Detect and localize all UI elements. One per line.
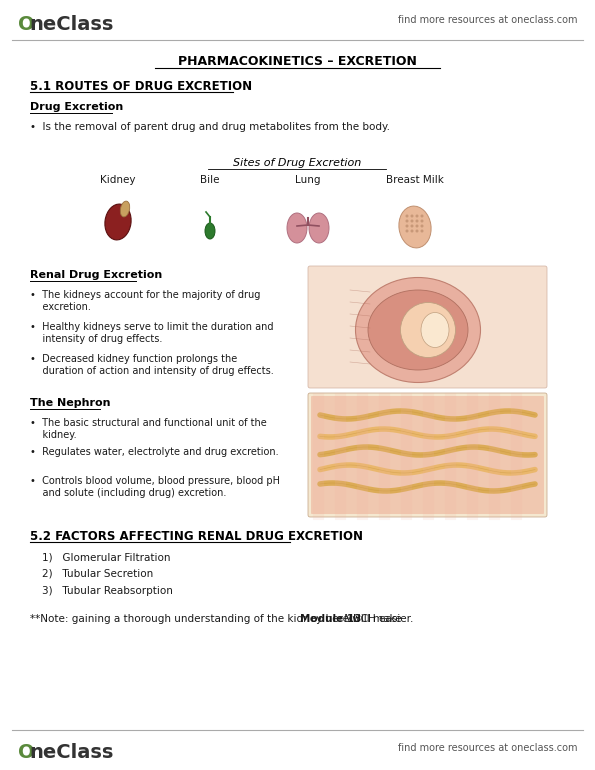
Text: •  Healthy kidneys serve to limit the duration and
    intensity of drug effects: • Healthy kidneys serve to limit the dur… <box>30 322 274 343</box>
Circle shape <box>406 219 409 223</box>
Text: •  Is the removal of parent drug and drug metabolites from the body.: • Is the removal of parent drug and drug… <box>30 122 390 132</box>
Circle shape <box>411 215 414 217</box>
Text: find more resources at oneclass.com: find more resources at oneclass.com <box>397 743 577 753</box>
Text: Breast Milk: Breast Milk <box>386 175 444 185</box>
Text: 5.1 ROUTES OF DRUG EXCRETION: 5.1 ROUTES OF DRUG EXCRETION <box>30 80 252 93</box>
Ellipse shape <box>287 213 307 243</box>
Circle shape <box>421 225 424 227</box>
Text: Sites of Drug Excretion: Sites of Drug Excretion <box>233 158 361 168</box>
Text: Renal Drug Excretion: Renal Drug Excretion <box>30 270 162 280</box>
Circle shape <box>406 229 409 233</box>
Text: 1)   Glomerular Filtration: 1) Glomerular Filtration <box>42 552 171 562</box>
Ellipse shape <box>399 206 431 248</box>
Text: neClass: neClass <box>29 743 114 762</box>
Circle shape <box>411 219 414 223</box>
Ellipse shape <box>120 201 130 217</box>
Ellipse shape <box>355 277 481 383</box>
Circle shape <box>421 229 424 233</box>
Text: •  Decreased kidney function prolongs the
    duration of action and intensity o: • Decreased kidney function prolongs the… <box>30 354 274 376</box>
Ellipse shape <box>421 313 449 347</box>
Circle shape <box>411 229 414 233</box>
Text: Drug Excretion: Drug Excretion <box>30 102 123 112</box>
Circle shape <box>421 215 424 217</box>
Ellipse shape <box>309 213 329 243</box>
Text: 5.2 FACTORS AFFECTING RENAL DRUG EXCRETION: 5.2 FACTORS AFFECTING RENAL DRUG EXCRETI… <box>30 530 363 543</box>
Circle shape <box>415 229 418 233</box>
Ellipse shape <box>205 223 215 239</box>
Text: find more resources at oneclass.com: find more resources at oneclass.com <box>397 15 577 25</box>
Ellipse shape <box>105 204 131 240</box>
Circle shape <box>406 225 409 227</box>
Text: •  The kidneys account for the majority of drug
    excretion.: • The kidneys account for the majority o… <box>30 290 261 312</box>
Text: Lung: Lung <box>295 175 321 185</box>
Text: **Note: gaining a thorough understanding of the kidney here will make: **Note: gaining a thorough understanding… <box>30 614 405 624</box>
Text: O: O <box>18 743 35 762</box>
Text: neClass: neClass <box>29 15 114 34</box>
Circle shape <box>421 219 424 223</box>
Circle shape <box>415 219 418 223</box>
Text: •  The basic structural and functional unit of the
    kidney.: • The basic structural and functional un… <box>30 418 267 440</box>
Text: 3)   Tubular Reabsorption: 3) Tubular Reabsorption <box>42 586 173 596</box>
Circle shape <box>415 225 418 227</box>
Text: MUCH easier.: MUCH easier. <box>341 614 414 624</box>
Circle shape <box>406 215 409 217</box>
Text: •  Regulates water, electrolyte and drug excretion.: • Regulates water, electrolyte and drug … <box>30 447 278 457</box>
Text: PHARMACOKINETICS – EXCRETION: PHARMACOKINETICS – EXCRETION <box>177 55 416 68</box>
Text: Module 13: Module 13 <box>299 614 361 624</box>
Text: O: O <box>18 15 35 34</box>
Text: 2)   Tubular Secretion: 2) Tubular Secretion <box>42 569 154 579</box>
Text: •  Controls blood volume, blood pressure, blood pH
    and solute (including dru: • Controls blood volume, blood pressure,… <box>30 476 280 497</box>
Circle shape <box>415 215 418 217</box>
FancyBboxPatch shape <box>308 393 547 517</box>
FancyBboxPatch shape <box>311 396 544 514</box>
Circle shape <box>411 225 414 227</box>
Text: Kidney: Kidney <box>100 175 136 185</box>
Ellipse shape <box>368 290 468 370</box>
Text: Bile: Bile <box>201 175 220 185</box>
Ellipse shape <box>400 303 456 357</box>
FancyBboxPatch shape <box>308 266 547 388</box>
Text: The Nephron: The Nephron <box>30 398 111 408</box>
